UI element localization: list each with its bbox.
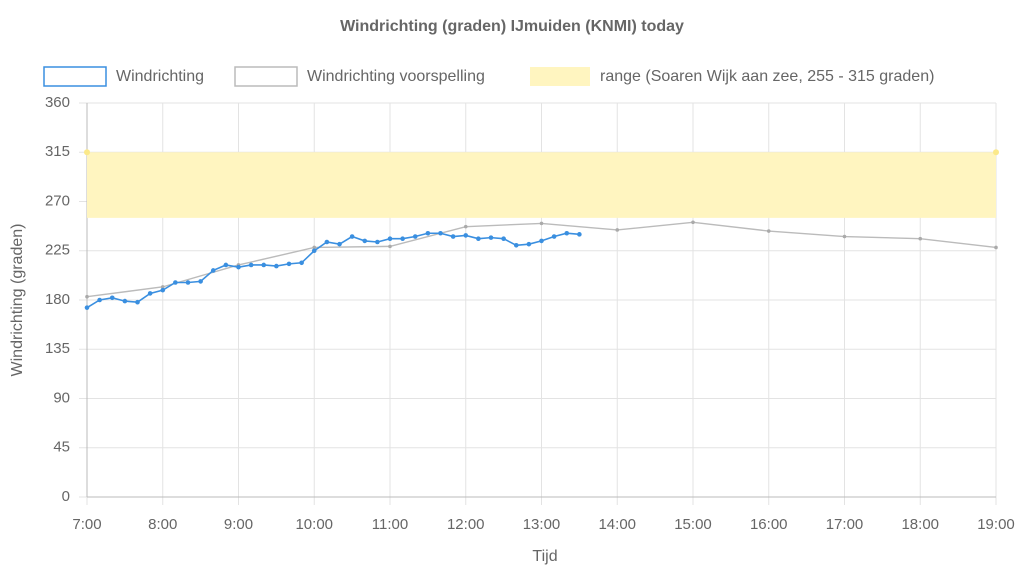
x-tick-label: 7:00 <box>72 516 101 533</box>
data-point <box>173 280 178 285</box>
x-tick-label: 12:00 <box>447 516 485 533</box>
legend-label: range (Soaren Wijk aan zee, 255 - 315 gr… <box>600 68 934 85</box>
legend-swatch <box>530 67 590 86</box>
y-tick-label: 225 <box>45 242 70 259</box>
data-point <box>551 234 557 239</box>
data-point <box>526 241 532 247</box>
data-point <box>463 224 468 229</box>
y-axis-label: Windrichting (graden) <box>9 224 26 377</box>
data-point <box>236 264 241 270</box>
data-point <box>274 263 279 269</box>
x-tick-label: 8:00 <box>148 516 177 533</box>
data-point <box>135 299 140 305</box>
data-point <box>615 228 620 232</box>
data-point <box>388 244 392 249</box>
data-point <box>476 236 481 242</box>
x-tick-label: 17:00 <box>826 516 864 533</box>
x-tick-label: 15:00 <box>674 516 712 533</box>
data-point <box>842 234 847 239</box>
range-point <box>993 149 999 156</box>
data-point <box>513 242 519 248</box>
data-point <box>210 268 216 273</box>
x-axis-label: Tijd <box>532 548 557 565</box>
data-point <box>539 238 544 244</box>
data-point <box>299 260 304 266</box>
data-point <box>412 234 418 239</box>
data-point <box>438 230 443 236</box>
y-tick-label: 180 <box>45 291 70 308</box>
data-point <box>97 297 102 303</box>
x-tick-label: 10:00 <box>295 516 333 533</box>
y-tick-label: 360 <box>45 94 70 111</box>
data-point <box>766 229 771 233</box>
data-point <box>488 235 494 240</box>
data-point <box>311 248 317 254</box>
data-point <box>261 262 267 268</box>
data-point <box>286 261 292 267</box>
data-point <box>198 279 203 284</box>
data-point <box>400 236 405 242</box>
legend-swatch <box>234 66 298 87</box>
x-tick-label: 16:00 <box>750 516 788 533</box>
x-tick-label: 14:00 <box>598 516 636 533</box>
data-point <box>539 221 544 226</box>
data-point <box>160 285 165 289</box>
x-tick-label: 18:00 <box>901 516 939 533</box>
data-point <box>109 295 115 301</box>
y-tick-label: 270 <box>45 192 70 209</box>
range-band <box>87 152 996 218</box>
legend-label: Windrichting voorspelling <box>307 68 485 85</box>
y-tick-label: 45 <box>53 439 70 456</box>
data-point <box>362 238 368 244</box>
y-tick-label: 0 <box>62 488 70 505</box>
range-point <box>84 149 90 156</box>
series-line <box>86 232 580 309</box>
y-tick-label: 315 <box>45 143 70 160</box>
data-point <box>324 239 330 245</box>
data-point <box>994 245 998 250</box>
data-point <box>160 287 166 293</box>
data-point <box>147 291 153 296</box>
data-point <box>577 232 582 237</box>
data-point <box>223 262 229 268</box>
x-tick-label: 19:00 <box>977 516 1015 533</box>
data-point <box>84 305 90 310</box>
x-tick-label: 11:00 <box>372 516 408 533</box>
data-point <box>501 236 506 242</box>
data-point <box>248 262 254 268</box>
data-point <box>185 280 191 285</box>
y-tick-label: 135 <box>45 340 70 357</box>
x-tick-label: 13:00 <box>523 516 561 533</box>
y-tick-label: 90 <box>53 389 70 406</box>
data-point <box>918 236 923 241</box>
data-point <box>463 233 469 238</box>
data-point <box>349 234 355 239</box>
data-point <box>312 245 317 250</box>
data-point <box>425 230 431 236</box>
data-point <box>450 234 456 239</box>
x-tick-label: 9:00 <box>224 516 253 533</box>
chart-title: Windrichting (graden) IJmuiden (KNMI) to… <box>340 18 684 35</box>
data-point <box>564 230 570 236</box>
data-point <box>337 241 342 247</box>
data-point <box>387 236 393 242</box>
data-point <box>375 239 380 245</box>
legend-swatch <box>43 66 107 87</box>
data-point <box>85 294 89 299</box>
data-point <box>691 220 695 225</box>
data-point <box>122 298 128 304</box>
legend-label: Windrichting <box>116 68 204 85</box>
